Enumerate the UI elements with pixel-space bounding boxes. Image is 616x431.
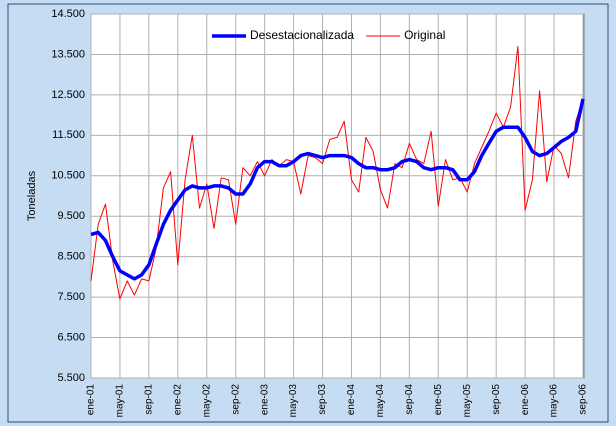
- x-tick-label: may-02: [201, 384, 212, 418]
- y-axis-label: Toneladas: [26, 170, 38, 221]
- y-tick-label: 6.500: [57, 331, 85, 343]
- x-tick-label: may-04: [375, 384, 386, 418]
- x-tick-label: ene-03: [259, 384, 270, 416]
- x-tick-label: ene-04: [346, 384, 357, 416]
- y-tick-label: 14.500: [51, 8, 85, 20]
- y-tick-label: 7.500: [57, 291, 85, 303]
- x-tick-label: ene-01: [86, 384, 97, 416]
- y-tick-label: 5.500: [57, 372, 85, 384]
- x-tick-label: sep-05: [491, 384, 502, 415]
- x-tick-label: sep-01: [144, 384, 155, 415]
- y-tick-label: 10.500: [51, 170, 85, 182]
- x-tick-label: sep-04: [404, 384, 415, 415]
- x-tick-label: ene-05: [433, 384, 444, 416]
- x-tick-label: sep-02: [230, 384, 241, 415]
- x-tick-label: sep-03: [317, 384, 328, 415]
- plot-area: [90, 13, 585, 379]
- x-tick-label: may-05: [462, 384, 473, 418]
- x-tick-label: may-06: [549, 384, 560, 418]
- x-tick-label: may-03: [288, 384, 299, 418]
- x-tick-label: ene-02: [172, 384, 183, 416]
- x-tick-label: ene-06: [520, 384, 531, 416]
- legend-label: Original: [404, 28, 445, 42]
- x-tick-label: sep-06: [578, 384, 589, 415]
- legend-label: Desestacionalizada: [250, 28, 354, 42]
- y-tick-label: 8.500: [57, 251, 85, 263]
- y-tick-label: 11.500: [52, 129, 85, 141]
- y-tick-label: 12.500: [51, 89, 85, 101]
- y-tick-label: 9.500: [57, 210, 85, 222]
- x-tick-label: may-01: [115, 384, 126, 418]
- series-line: [90, 98, 585, 281]
- y-tick-label: 13.500: [51, 48, 85, 60]
- series-line: [90, 45, 584, 300]
